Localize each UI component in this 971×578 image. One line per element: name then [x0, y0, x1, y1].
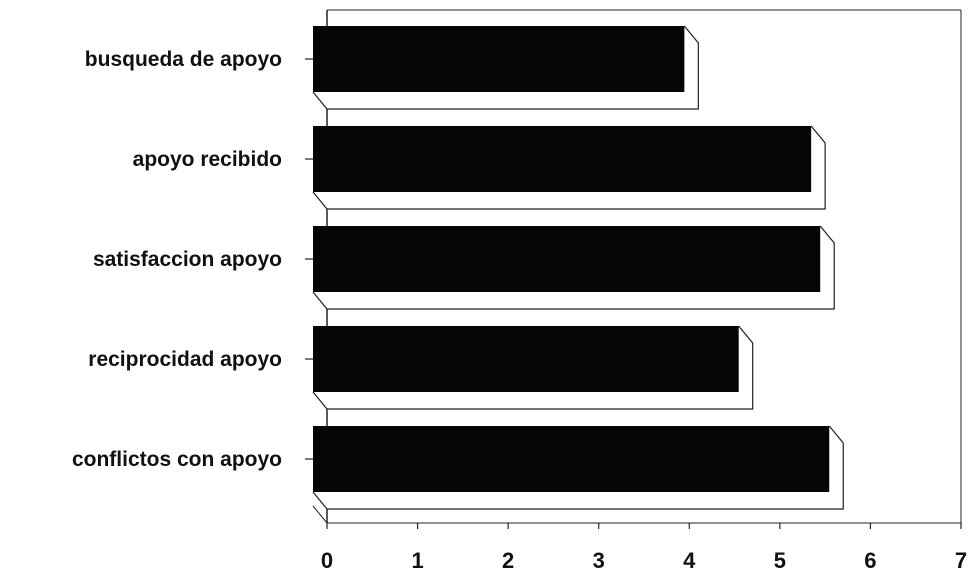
x-tick-label: 5 — [774, 548, 786, 573]
category-label: satisfaccion apoyo — [93, 248, 282, 271]
category-label: reciprocidad apoyo — [88, 348, 282, 371]
category-label: apoyo recibido — [133, 148, 282, 171]
category-label: conflictos con apoyo — [72, 448, 282, 471]
x-tick-label: 1 — [411, 548, 423, 573]
bar — [313, 326, 739, 392]
bar — [313, 126, 812, 192]
x-tick-label: 6 — [864, 548, 876, 573]
x-tick-label: 0 — [321, 548, 333, 573]
floor-left-edge — [312, 505, 328, 524]
x-tick-label: 2 — [502, 548, 514, 573]
x-tick-label: 7 — [955, 548, 967, 573]
bar — [313, 26, 685, 92]
x-tick-label: 3 — [593, 548, 605, 573]
x-tick-label: 4 — [683, 548, 696, 573]
category-label: busqueda de apoyo — [85, 48, 282, 71]
bar — [313, 226, 821, 292]
bar — [313, 426, 830, 492]
